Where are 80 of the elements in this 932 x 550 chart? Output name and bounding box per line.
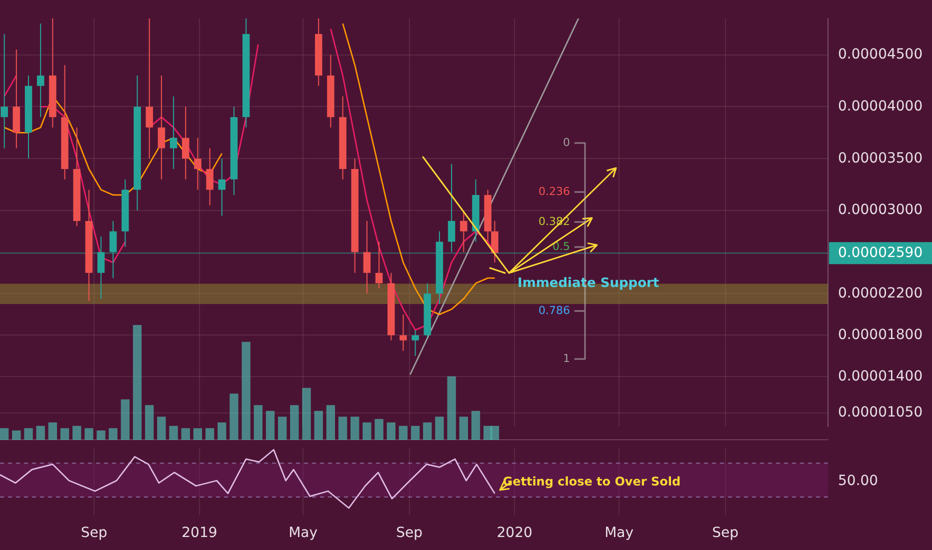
bar [84, 428, 94, 440]
bar [447, 376, 456, 440]
bar [290, 405, 299, 440]
candlestick [400, 314, 407, 352]
bar [218, 422, 226, 440]
annotation: Getting close to Over Sold [502, 474, 681, 488]
annotation: 0 [563, 136, 570, 149]
bar [96, 430, 106, 440]
bar [326, 405, 336, 440]
bar [459, 416, 468, 440]
annotation: 1 [563, 352, 570, 365]
bar [193, 428, 202, 440]
x-tick-label: 2019 [182, 525, 218, 542]
bar [398, 426, 408, 440]
bar [302, 388, 311, 440]
x-tick-label: Sep [396, 525, 423, 542]
bar [374, 418, 384, 440]
bar [314, 410, 323, 440]
candlestick [109, 220, 117, 279]
bar [181, 428, 190, 440]
y-tick-label: 0.00004500 [838, 46, 923, 62]
candlestick [36, 23, 44, 118]
bar [410, 426, 420, 440]
x-tick-label: Sep [80, 525, 108, 542]
candlestick [206, 148, 214, 206]
candlestick [363, 220, 371, 294]
bar [205, 428, 214, 440]
y-tick-label: 0.00001400 [838, 368, 923, 384]
bar [120, 399, 130, 440]
x-tick-label: May [288, 525, 318, 542]
y-tick-label: 0.00003000 [838, 202, 923, 218]
bar [72, 426, 82, 440]
bar [132, 325, 142, 440]
bar [254, 405, 262, 440]
candlestick [194, 137, 202, 190]
x-tick-label: Sep [712, 525, 739, 542]
bar [169, 426, 178, 440]
bar [350, 416, 360, 440]
bar [266, 410, 275, 440]
y-tick-label: 0.00001050 [838, 404, 923, 421]
candlestick [218, 158, 226, 216]
candlestick [97, 236, 105, 300]
annotation: 0.236 [538, 184, 570, 198]
bar [60, 428, 70, 440]
candlestick [170, 96, 178, 170]
bar [435, 416, 444, 440]
bar [108, 428, 118, 440]
bar [386, 422, 396, 440]
candlestick [0, 33, 8, 149]
x-tick-label: May [604, 525, 634, 542]
candlestick [158, 75, 166, 180]
annotation: 0.786 [538, 304, 570, 317]
candlestick [146, 18, 153, 160]
bar [48, 422, 57, 440]
bar [338, 416, 348, 440]
candlestick [375, 241, 383, 289]
bar [145, 405, 154, 440]
ref-line-label: 0.00002590 [838, 244, 923, 261]
candlestick [182, 106, 190, 180]
bar [278, 416, 287, 440]
bar [0, 428, 9, 440]
y-tick-label: 0.00004000 [838, 98, 923, 114]
bar [12, 430, 21, 440]
candlestick [448, 163, 456, 253]
y-tick-label: 0.00001800 [838, 326, 923, 343]
bar [242, 342, 250, 440]
y-tick-label: 0.00002200 [838, 285, 923, 302]
text: 50.00 [838, 473, 878, 490]
bar [230, 394, 238, 440]
bar [36, 426, 45, 440]
candlestick [460, 210, 468, 253]
bar [24, 428, 33, 440]
x-tick-label: 2020 [496, 525, 532, 542]
bar [471, 410, 480, 440]
bar [157, 416, 166, 440]
candlestick [412, 330, 419, 356]
band-label: Immediate Support [518, 276, 660, 292]
bar [423, 422, 432, 440]
bar [362, 422, 372, 440]
y-tick-label: 0.00003500 [838, 150, 923, 166]
